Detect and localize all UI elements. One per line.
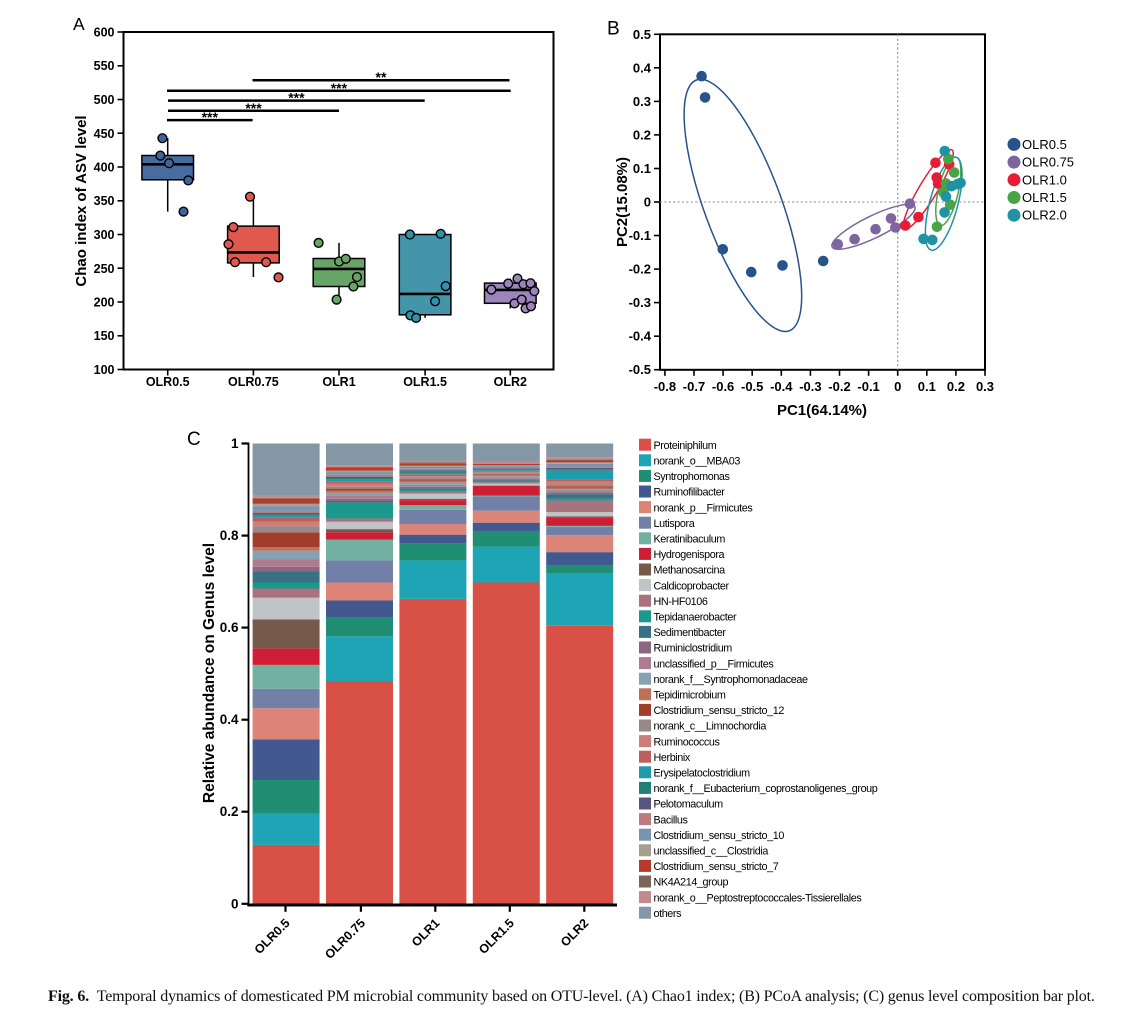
svg-text:350: 350 — [94, 194, 115, 208]
svg-text:0.5: 0.5 — [633, 27, 651, 42]
svg-text:***: *** — [288, 90, 305, 106]
svg-text:-0.4: -0.4 — [629, 329, 652, 344]
svg-text:norank_f__Syntrophomonadaceae: norank_f__Syntrophomonadaceae — [654, 674, 808, 686]
svg-text:-0.6: -0.6 — [712, 379, 734, 394]
svg-text:OLR1.0: OLR1.0 — [1022, 172, 1067, 187]
svg-text:-0.7: -0.7 — [683, 379, 705, 394]
svg-text:HN-HF0106: HN-HF0106 — [654, 596, 708, 608]
svg-text:OLR1.5: OLR1.5 — [1022, 190, 1067, 205]
svg-text:Pelotomaculum: Pelotomaculum — [654, 799, 724, 811]
svg-text:NK4A214_group: NK4A214_group — [654, 877, 729, 889]
svg-text:550: 550 — [94, 59, 115, 73]
svg-text:unclassified_p__Firmicutes: unclassified_p__Firmicutes — [654, 658, 775, 670]
svg-text:0.2: 0.2 — [220, 804, 239, 819]
svg-text:0.3: 0.3 — [633, 94, 651, 109]
svg-text:500: 500 — [94, 93, 115, 107]
svg-text:norank_o__Peptostreptococcales: norank_o__Peptostreptococcales-Tissierel… — [654, 892, 863, 904]
svg-text:OLR1: OLR1 — [322, 375, 355, 389]
svg-text:***: *** — [202, 109, 219, 125]
svg-text:Ruminococcus: Ruminococcus — [654, 736, 721, 748]
svg-text:norank_o__MBA03: norank_o__MBA03 — [654, 456, 741, 468]
svg-text:OLR1.5: OLR1.5 — [403, 375, 447, 389]
svg-text:OLR0.5: OLR0.5 — [146, 375, 190, 389]
svg-text:0: 0 — [231, 896, 239, 911]
svg-text:norank_p__Firmicutes: norank_p__Firmicutes — [654, 502, 754, 514]
svg-text:PC1(64.14%): PC1(64.14%) — [777, 402, 867, 419]
svg-text:0.2: 0.2 — [633, 127, 651, 142]
svg-text:0.2: 0.2 — [947, 379, 965, 394]
svg-text:400: 400 — [94, 161, 115, 175]
svg-text:Hydrogenispora: Hydrogenispora — [654, 549, 725, 561]
svg-text:1: 1 — [231, 436, 239, 451]
svg-text:Chao index of ASV level: Chao index of ASV level — [73, 115, 90, 286]
svg-text:Ruminiclostridium: Ruminiclostridium — [654, 643, 733, 655]
svg-text:-0.3: -0.3 — [629, 295, 651, 310]
svg-text:0.8: 0.8 — [220, 528, 239, 543]
svg-text:**: ** — [376, 69, 387, 85]
svg-text:0.4: 0.4 — [633, 60, 652, 75]
svg-text:norank_c__Limnochordia: norank_c__Limnochordia — [654, 721, 767, 733]
svg-text:0.1: 0.1 — [918, 379, 936, 394]
svg-text:PC2(15.08%): PC2(15.08%) — [614, 157, 631, 247]
svg-text:150: 150 — [94, 329, 115, 343]
svg-text:unclassified_c__Clostridia: unclassified_c__Clostridia — [654, 846, 769, 858]
svg-text:200: 200 — [94, 296, 115, 310]
svg-text:-0.8: -0.8 — [654, 379, 676, 394]
svg-text:OLR2.0: OLR2.0 — [1022, 208, 1067, 223]
svg-text:B: B — [607, 19, 620, 40]
svg-text:OLR0.5: OLR0.5 — [1022, 137, 1067, 152]
svg-text:Caldicoprobacter: Caldicoprobacter — [654, 580, 730, 592]
svg-text:-0.5: -0.5 — [741, 379, 763, 394]
svg-text:450: 450 — [94, 127, 115, 141]
svg-text:Syntrophomonas: Syntrophomonas — [654, 471, 731, 483]
svg-text:Clostridium_sensu_stricto_10: Clostridium_sensu_stricto_10 — [654, 830, 785, 842]
svg-text:-0.4: -0.4 — [770, 379, 793, 394]
svg-text:0.4: 0.4 — [220, 712, 239, 727]
svg-text:-0.1: -0.1 — [629, 228, 651, 243]
svg-text:Ruminofilibacter: Ruminofilibacter — [654, 487, 726, 499]
svg-text:Proteiniphilum: Proteiniphilum — [654, 440, 717, 452]
svg-text:OLR2: OLR2 — [494, 375, 527, 389]
svg-text:Relative abundance on Genus le: Relative abundance on Genus level — [201, 543, 218, 803]
svg-text:C: C — [187, 429, 201, 450]
svg-text:Sedimentibacter: Sedimentibacter — [654, 627, 727, 639]
svg-text:0: 0 — [894, 379, 901, 394]
svg-text:600: 600 — [94, 26, 115, 40]
svg-text:0.3: 0.3 — [976, 379, 994, 394]
svg-text:***: *** — [245, 100, 262, 116]
svg-text:0: 0 — [644, 195, 651, 210]
svg-text:others: others — [654, 908, 683, 920]
svg-text:A: A — [73, 14, 85, 34]
svg-text:Erysipelatoclostridium: Erysipelatoclostridium — [654, 768, 751, 780]
svg-text:-0.1: -0.1 — [857, 379, 879, 394]
svg-text:0.6: 0.6 — [220, 620, 239, 635]
svg-text:Tepidanaerobacter: Tepidanaerobacter — [654, 612, 737, 624]
svg-text:100: 100 — [94, 363, 115, 377]
svg-text:Clostridium_sensu_stricto_7: Clostridium_sensu_stricto_7 — [654, 861, 779, 873]
svg-text:-0.5: -0.5 — [629, 362, 651, 377]
svg-text:Herbinix: Herbinix — [654, 752, 691, 764]
svg-text:-0.2: -0.2 — [828, 379, 850, 394]
svg-text:Bacillus: Bacillus — [654, 814, 689, 826]
svg-text:-0.2: -0.2 — [629, 262, 651, 277]
svg-text:250: 250 — [94, 262, 115, 276]
svg-text:-0.3: -0.3 — [799, 379, 821, 394]
svg-text:0.1: 0.1 — [633, 161, 651, 176]
svg-text:Methanosarcina: Methanosarcina — [654, 565, 726, 577]
svg-text:Tepidimicrobium: Tepidimicrobium — [654, 690, 726, 702]
svg-text:***: *** — [331, 80, 348, 96]
svg-text:Keratinibaculum: Keratinibaculum — [654, 534, 726, 546]
svg-text:300: 300 — [94, 228, 115, 242]
svg-text:OLR0.75: OLR0.75 — [1022, 155, 1074, 170]
svg-text:Clostridium_sensu_stricto_12: Clostridium_sensu_stricto_12 — [654, 705, 785, 717]
svg-text:norank_f__Eubacterium_coprosta: norank_f__Eubacterium_coprostanoligenes_… — [654, 783, 878, 795]
svg-text:Lutispora: Lutispora — [654, 518, 695, 530]
svg-text:OLR0.75: OLR0.75 — [228, 375, 279, 389]
